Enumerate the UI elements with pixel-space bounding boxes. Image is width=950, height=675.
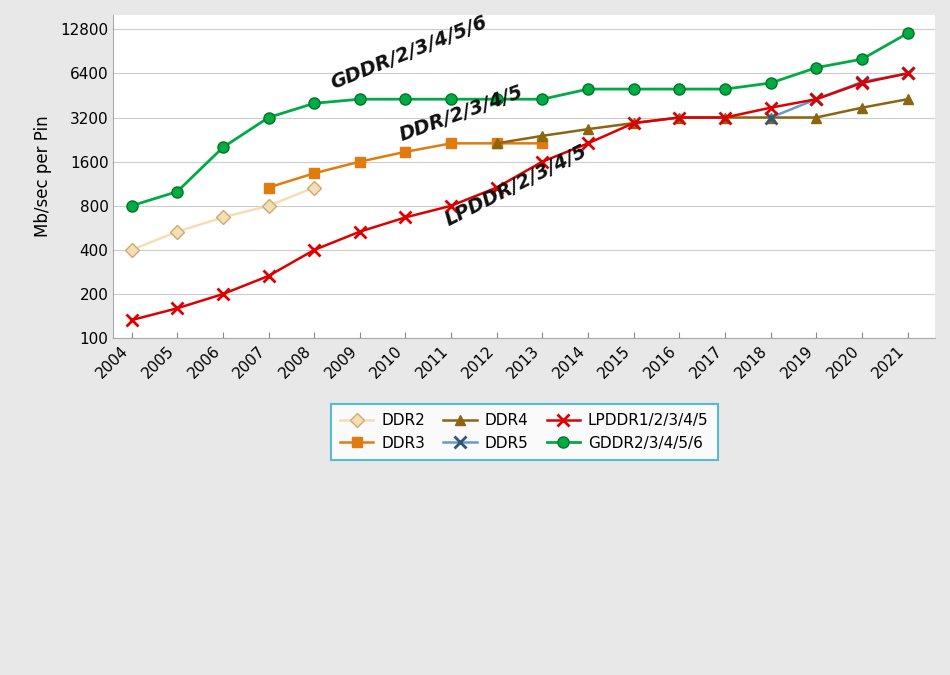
GDDR2/3/4/5/6 (902, 29, 913, 37)
LPDDR1/2/3/4/5 (354, 227, 366, 236)
DDR2 (126, 246, 138, 254)
DDR3 (354, 157, 366, 165)
DDR3 (263, 184, 275, 192)
LPDDR1/2/3/4/5 (810, 95, 822, 103)
Line: DDR3: DDR3 (264, 138, 547, 192)
Line: LPDDR1/2/3/4/5: LPDDR1/2/3/4/5 (125, 67, 914, 326)
GDDR2/3/4/5/6 (309, 99, 320, 107)
DDR4 (674, 113, 685, 122)
DDR5 (810, 95, 822, 103)
LPDDR1/2/3/4/5 (582, 139, 594, 147)
GDDR2/3/4/5/6 (354, 95, 366, 103)
LPDDR1/2/3/4/5 (263, 272, 275, 280)
GDDR2/3/4/5/6 (400, 95, 411, 103)
Legend: DDR2, DDR3, DDR4, DDR5, LPDDR1/2/3/4/5, GDDR2/3/4/5/6: DDR2, DDR3, DDR4, DDR5, LPDDR1/2/3/4/5, … (331, 404, 717, 460)
DDR4 (582, 125, 594, 133)
LPDDR1/2/3/4/5 (218, 290, 229, 298)
GDDR2/3/4/5/6 (810, 63, 822, 72)
GDDR2/3/4/5/6 (628, 85, 639, 93)
Line: DDR4: DDR4 (492, 95, 912, 148)
LPDDR1/2/3/4/5 (674, 113, 685, 122)
GDDR2/3/4/5/6 (218, 143, 229, 151)
Text: DDR/2/3/4/5: DDR/2/3/4/5 (396, 83, 525, 145)
LPDDR1/2/3/4/5 (491, 184, 503, 192)
LPDDR1/2/3/4/5 (537, 157, 548, 165)
Line: DDR5: DDR5 (765, 67, 914, 124)
DDR4 (810, 113, 822, 122)
GDDR2/3/4/5/6 (582, 85, 594, 93)
LPDDR1/2/3/4/5 (172, 304, 183, 313)
GDDR2/3/4/5/6 (765, 79, 776, 87)
DDR4 (902, 95, 913, 103)
GDDR2/3/4/5/6 (719, 85, 731, 93)
GDDR2/3/4/5/6 (537, 95, 548, 103)
GDDR2/3/4/5/6 (263, 113, 275, 122)
LPDDR1/2/3/4/5 (446, 202, 457, 210)
LPDDR1/2/3/4/5 (902, 70, 913, 78)
DDR3 (446, 139, 457, 147)
GDDR2/3/4/5/6 (446, 95, 457, 103)
GDDR2/3/4/5/6 (674, 85, 685, 93)
LPDDR1/2/3/4/5 (765, 104, 776, 112)
LPDDR1/2/3/4/5 (856, 79, 867, 87)
GDDR2/3/4/5/6 (491, 95, 503, 103)
DDR5 (856, 78, 867, 86)
LPDDR1/2/3/4/5 (628, 119, 639, 127)
GDDR2/3/4/5/6 (172, 188, 183, 196)
GDDR2/3/4/5/6 (126, 202, 138, 210)
DDR3 (491, 139, 503, 147)
DDR5 (765, 113, 776, 122)
DDR4 (628, 119, 639, 127)
GDDR2/3/4/5/6 (856, 55, 867, 63)
DDR5 (902, 70, 913, 78)
DDR2 (218, 213, 229, 221)
Text: LPDDR/2/3/4/5: LPDDR/2/3/4/5 (442, 142, 591, 230)
DDR3 (537, 139, 548, 147)
DDR2 (172, 227, 183, 236)
LPDDR1/2/3/4/5 (126, 316, 138, 324)
DDR4 (719, 113, 731, 122)
Line: DDR2: DDR2 (126, 183, 319, 254)
Text: GDDR/2/3/4/5/6: GDDR/2/3/4/5/6 (328, 13, 490, 93)
LPDDR1/2/3/4/5 (400, 213, 411, 221)
DDR4 (537, 132, 548, 140)
LPDDR1/2/3/4/5 (309, 246, 320, 254)
DDR4 (765, 113, 776, 122)
LPDDR1/2/3/4/5 (719, 113, 731, 122)
DDR3 (309, 169, 320, 178)
Y-axis label: Mb/sec per Pin: Mb/sec per Pin (34, 116, 52, 238)
DDR2 (309, 184, 320, 192)
DDR4 (491, 139, 503, 147)
DDR3 (400, 148, 411, 156)
DDR4 (856, 104, 867, 112)
Line: GDDR2/3/4/5/6: GDDR2/3/4/5/6 (126, 28, 913, 211)
DDR2 (263, 202, 275, 210)
